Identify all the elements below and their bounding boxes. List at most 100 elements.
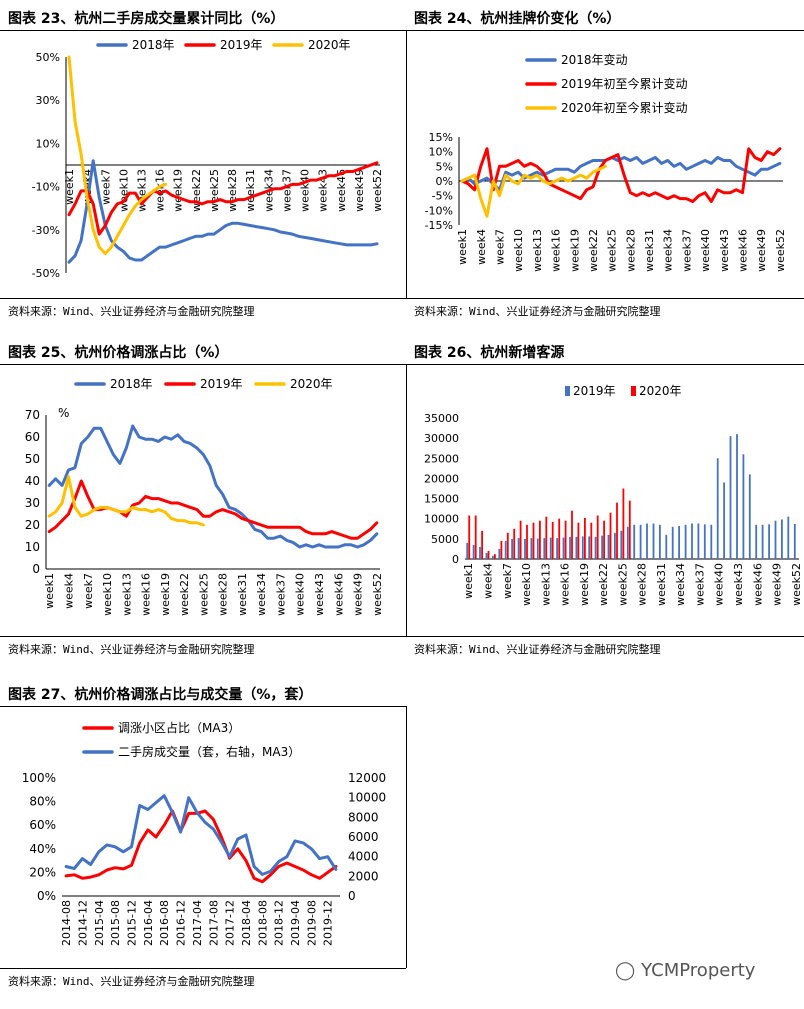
y-tick-label: -10% bbox=[32, 181, 60, 194]
x-tick-label: week49 bbox=[755, 229, 768, 272]
rule-row1 bbox=[0, 298, 804, 299]
x-tick-label: week25 bbox=[606, 229, 619, 272]
bar bbox=[639, 524, 642, 559]
bar bbox=[532, 522, 535, 559]
bar bbox=[678, 526, 680, 559]
y-tick-label-left: 60% bbox=[29, 818, 56, 832]
x-tick-label: week43 bbox=[718, 229, 731, 272]
bar bbox=[556, 538, 558, 559]
y-tick-label: 10000 bbox=[424, 513, 459, 526]
y-tick-label: 10% bbox=[36, 137, 60, 150]
bar bbox=[616, 502, 618, 559]
x-tick-label: week43 bbox=[732, 563, 745, 606]
chart-27-title: 图表 27、杭州价格调涨占比与成交量（%，套） bbox=[8, 687, 313, 703]
bar bbox=[494, 554, 496, 559]
chart-24-title: 图表 24、杭州挂牌价变化（%） bbox=[414, 11, 621, 27]
x-tick-label: week10 bbox=[512, 229, 525, 272]
series-line bbox=[460, 164, 607, 218]
chart-23-title: 图表 23、杭州二手房成交量累计同比（%） bbox=[8, 11, 285, 27]
bar bbox=[628, 500, 631, 559]
chart-24-source: 资料来源：Wind、兴业证券经济与金融研究院整理 bbox=[414, 305, 661, 318]
y-tick-label-left: 80% bbox=[29, 795, 56, 809]
x-tick-label: week52 bbox=[371, 169, 384, 212]
y-tick-label: 25000 bbox=[424, 452, 459, 465]
x-tick-label: 2017-08 bbox=[207, 900, 220, 946]
bar bbox=[506, 532, 509, 559]
legend-label: 2019年 bbox=[220, 38, 263, 52]
bar bbox=[562, 537, 565, 559]
x-tick-label: week40 bbox=[294, 573, 307, 616]
x-tick-label: week40 bbox=[299, 169, 312, 212]
x-tick-label: week34 bbox=[674, 563, 687, 606]
x-tick-label: week49 bbox=[352, 573, 365, 616]
legend-label: 2020年 bbox=[290, 377, 333, 391]
bar bbox=[703, 524, 706, 559]
series-line bbox=[64, 809, 338, 884]
bar bbox=[590, 522, 593, 559]
bar bbox=[716, 458, 719, 559]
bar bbox=[584, 517, 586, 559]
bar bbox=[577, 522, 580, 559]
bar bbox=[742, 454, 745, 559]
chart-27: 调涨小区占比（MA3） 二手房成交量（套，右轴，MA3） 0% 20% 40% 60% 80… bbox=[22, 720, 387, 946]
series-line bbox=[67, 161, 379, 236]
x-tick-label: week19 bbox=[172, 169, 185, 212]
x-tick-label: week16 bbox=[559, 563, 572, 606]
y-tick-label: 50% bbox=[36, 51, 60, 64]
x-tick-label: week25 bbox=[616, 563, 629, 606]
y-tick-label: 40 bbox=[25, 474, 40, 488]
y-tick-label: 20 bbox=[25, 518, 40, 532]
rule-row2-top bbox=[0, 364, 804, 365]
x-tick-label: week16 bbox=[154, 169, 167, 212]
bar bbox=[684, 524, 687, 559]
bar bbox=[601, 535, 603, 559]
bar bbox=[519, 520, 522, 559]
x-tick-label: week40 bbox=[699, 229, 712, 272]
y-tick-label: 35000 bbox=[424, 412, 459, 425]
wechat-icon: ◯ bbox=[615, 960, 636, 981]
bar bbox=[569, 536, 571, 559]
x-tick-label: week13 bbox=[120, 573, 133, 616]
bar bbox=[781, 519, 783, 559]
chart-25-source: 资料来源：Wind、兴业证券经济与金融研究院整理 bbox=[8, 643, 255, 656]
x-tick-label: week40 bbox=[713, 563, 726, 606]
bar bbox=[530, 538, 533, 559]
top-rule bbox=[0, 30, 804, 31]
bar bbox=[691, 523, 693, 559]
bar bbox=[511, 538, 513, 559]
x-tick-label: week31 bbox=[655, 563, 668, 606]
y-tick-label: 10 bbox=[25, 540, 40, 554]
x-tick-label: 2016-04 bbox=[142, 900, 155, 946]
x-tick-label: 2019-12 bbox=[322, 900, 335, 946]
y-tick-label-left: 20% bbox=[29, 865, 56, 879]
x-tick-label: 2018-08 bbox=[256, 900, 269, 946]
x-tick-label: week52 bbox=[371, 573, 384, 616]
y-tick-label-left: 0% bbox=[37, 889, 56, 903]
bar bbox=[524, 538, 526, 559]
watermark-text: YCMProperty bbox=[641, 960, 756, 981]
x-tick-label: week49 bbox=[353, 169, 366, 212]
bar bbox=[755, 524, 758, 559]
y-tick-label: 30 bbox=[25, 496, 40, 510]
rule-row3 bbox=[0, 968, 406, 969]
y-tick-label-right: 10000 bbox=[348, 791, 386, 805]
x-tick-label: week46 bbox=[737, 229, 750, 272]
chart-27-source: 资料来源：Wind、兴业证券经济与金融研究院整理 bbox=[8, 975, 255, 988]
series-line bbox=[47, 424, 379, 549]
bar bbox=[571, 510, 573, 559]
x-tick-label: week28 bbox=[217, 573, 230, 616]
x-tick-label: week7 bbox=[99, 169, 112, 205]
x-tick-label: week28 bbox=[636, 563, 649, 606]
panel-divider-bottom bbox=[406, 706, 407, 968]
x-tick-label: 2019-08 bbox=[305, 900, 318, 946]
legend-label: 2019年初至今累计变动 bbox=[561, 76, 688, 91]
bar bbox=[614, 532, 616, 559]
legend-label: 2020年初至今累计变动 bbox=[561, 100, 688, 115]
x-tick-label: week13 bbox=[539, 563, 552, 606]
x-tick-label: week46 bbox=[751, 563, 764, 606]
x-tick-label: week4 bbox=[62, 573, 75, 609]
rule-row2 bbox=[0, 636, 804, 637]
y-tick-label: 5000 bbox=[431, 533, 459, 546]
x-tick-label: 2017-12 bbox=[224, 900, 237, 946]
y-tick-label: 15% bbox=[429, 131, 453, 144]
